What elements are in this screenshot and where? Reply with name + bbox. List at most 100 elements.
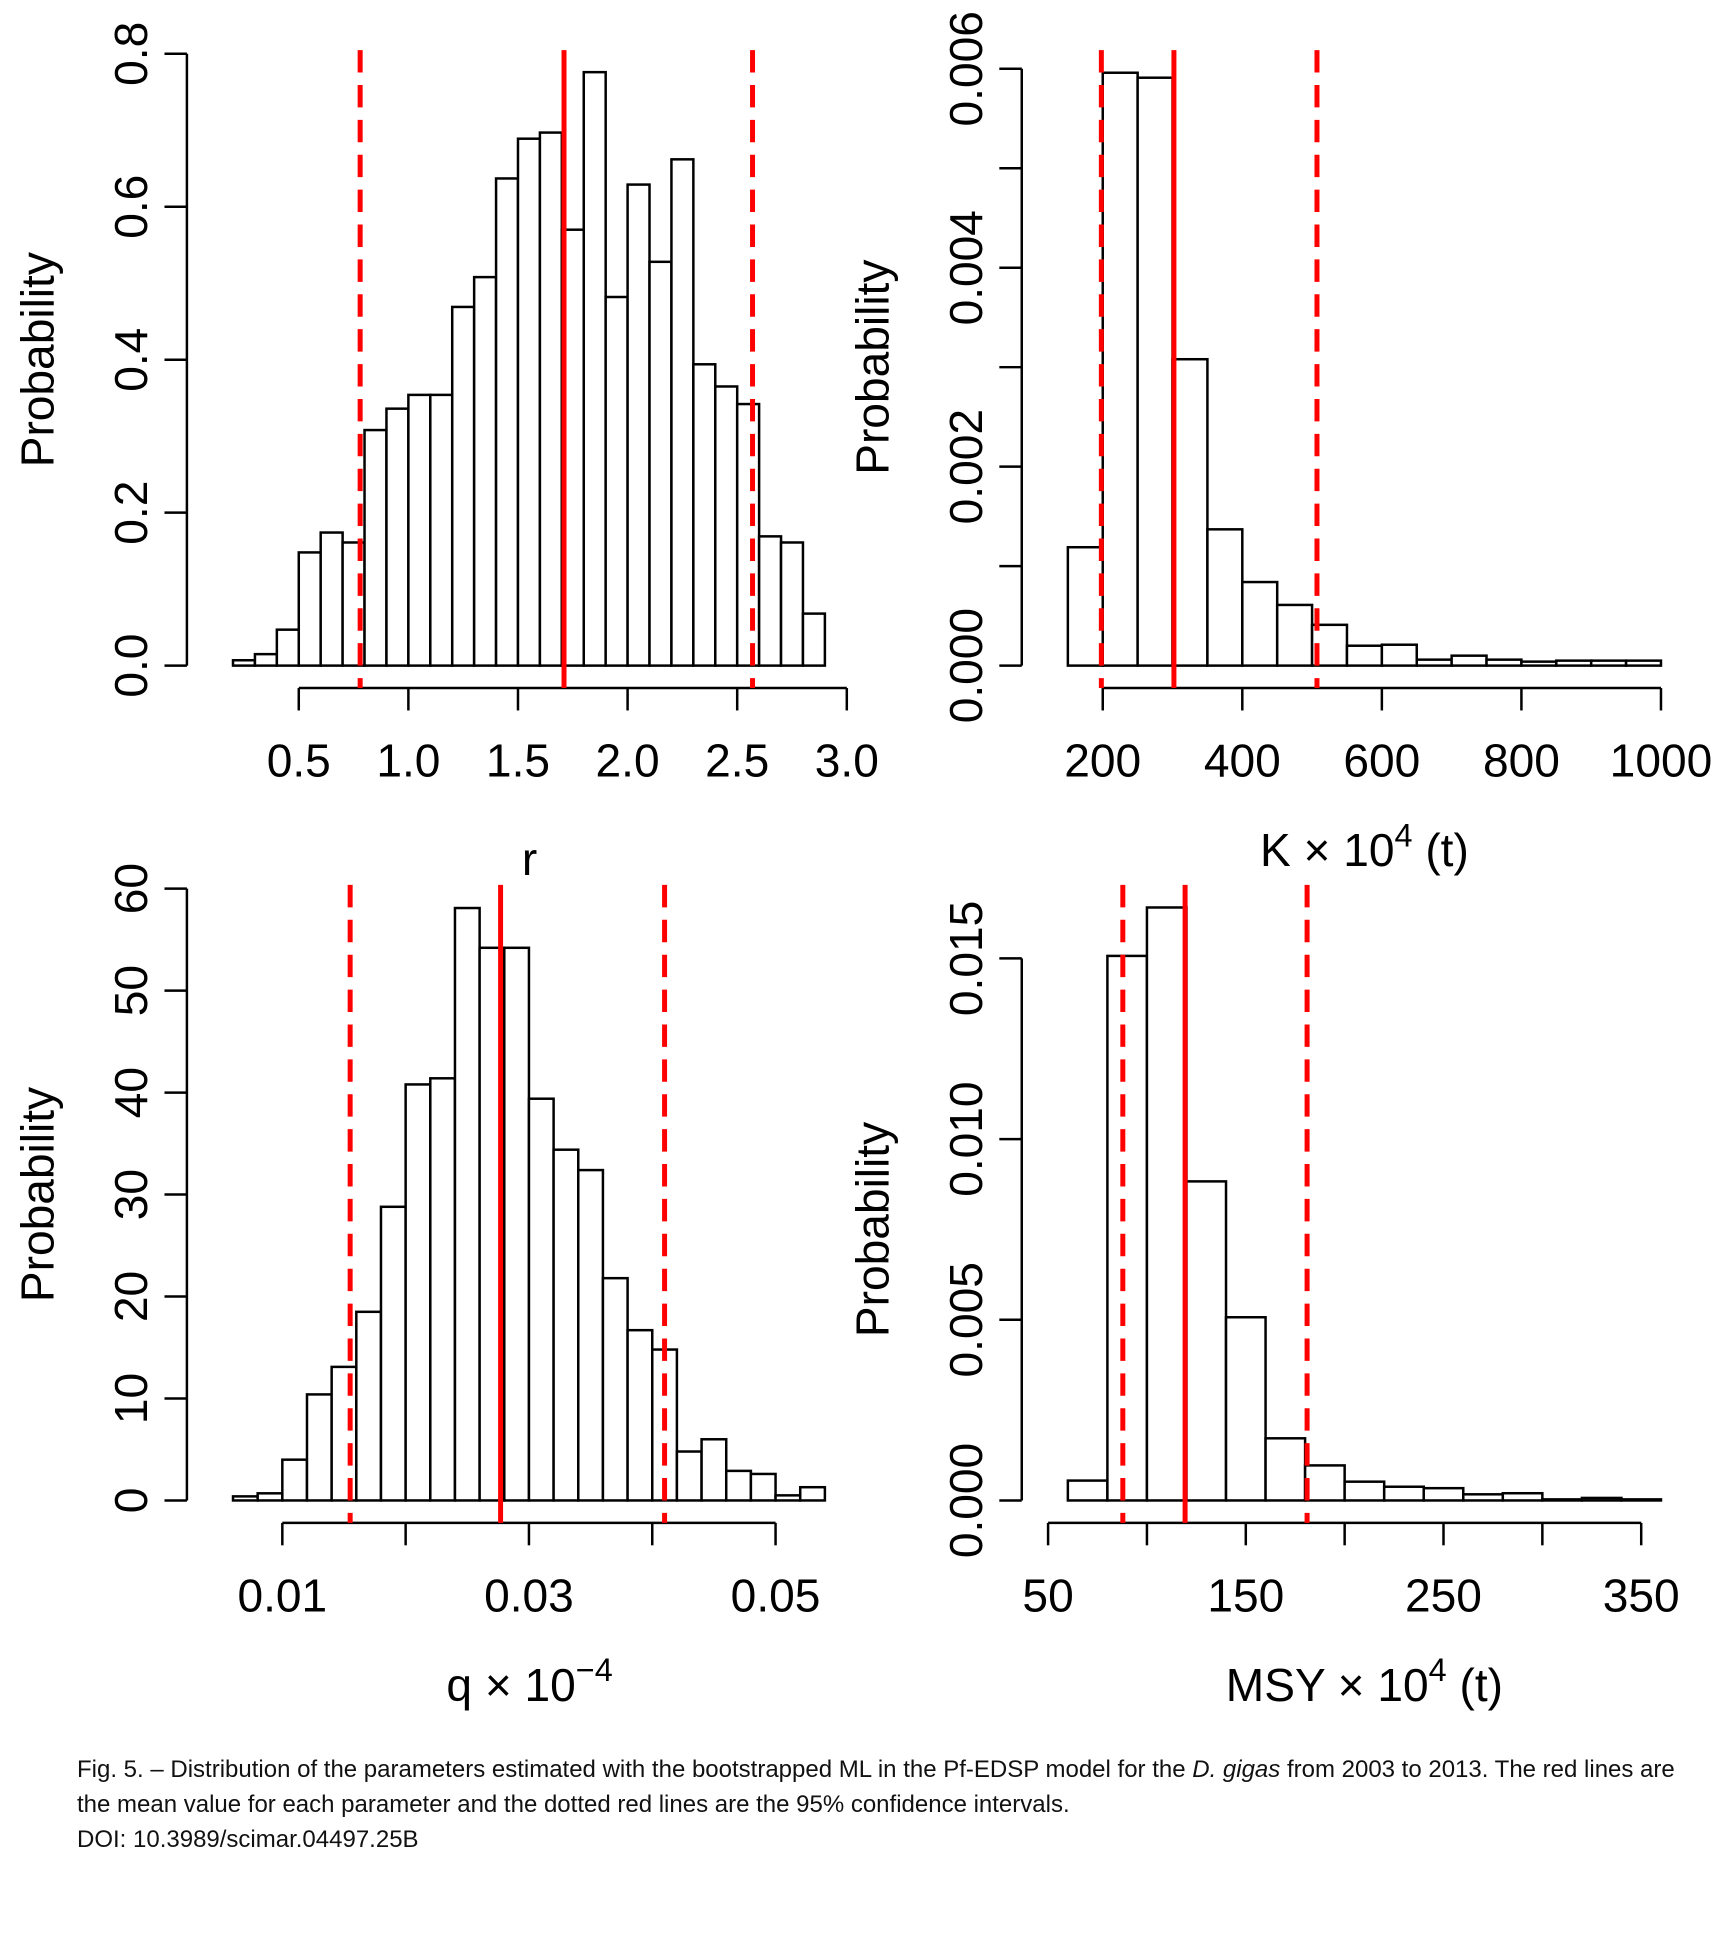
x-tick-label: 400: [1204, 735, 1281, 787]
y-tick-label: 0.002: [940, 409, 992, 524]
y-tick-label: 0.000: [940, 1443, 992, 1558]
bar: [472, 275, 498, 667]
bar: [1589, 659, 1628, 667]
bar: [601, 1276, 629, 1502]
bar: [1101, 71, 1139, 667]
y-tick-label: 0.006: [940, 11, 992, 126]
bar: [1541, 1498, 1584, 1502]
bar: [1422, 1486, 1465, 1502]
bar: [429, 393, 454, 667]
bar: [604, 295, 629, 667]
y-tick-label: 0.004: [940, 210, 992, 325]
x-axis-label: MSY × 104 (t): [1226, 1652, 1503, 1711]
bar: [297, 551, 322, 667]
bar: [1066, 1479, 1109, 1502]
x-axis-label-sup: −4: [576, 1652, 613, 1688]
bar: [1345, 644, 1384, 667]
x-axis-label-after: (t): [1447, 1659, 1503, 1711]
bar: [1206, 528, 1244, 667]
caption-species: D. gigas: [1192, 1756, 1281, 1783]
bar: [231, 659, 257, 667]
bar: [1106, 954, 1149, 1502]
y-tick-label: 30: [105, 1169, 157, 1220]
bar: [256, 1492, 284, 1502]
bar: [1343, 1480, 1386, 1502]
caption: Fig. 5. – Distribution of the parameters…: [77, 1752, 1677, 1857]
bar: [648, 260, 673, 667]
x-axis-label-text: q × 10: [446, 1659, 575, 1711]
bar: [305, 1393, 333, 1502]
bar: [552, 1148, 580, 1502]
y-tick-label: 40: [105, 1067, 157, 1118]
y-tick-label: 0.015: [940, 901, 992, 1016]
x-tick-label: 0.01: [237, 1569, 327, 1621]
bar: [582, 70, 607, 667]
bar: [1450, 654, 1488, 667]
bar: [355, 1310, 383, 1502]
y-tick-label: 0: [105, 1488, 157, 1514]
bar: [1620, 1498, 1663, 1502]
caption-text: from 2003 to 2013. The red lines are the…: [77, 1756, 1675, 1818]
bar: [757, 535, 783, 667]
x-tick-label: 800: [1483, 735, 1560, 787]
bar: [1462, 1493, 1505, 1502]
y-tick-label: 10: [105, 1373, 157, 1424]
bar: [692, 363, 717, 667]
bar: [774, 1494, 802, 1502]
bar: [626, 183, 651, 667]
bar: [429, 1077, 457, 1502]
x-tick-label: 50: [1022, 1569, 1073, 1621]
bar: [670, 158, 695, 667]
bar: [1382, 1485, 1425, 1502]
y-tick-label: 0.6: [105, 175, 157, 239]
x-tick-label: 0.03: [484, 1569, 574, 1621]
x-tick-label: 2.5: [705, 735, 769, 787]
doi: DOI: 10.3989/scimar.04497.25B: [77, 1826, 419, 1853]
bar: [385, 407, 410, 667]
y-tick-label: 60: [105, 863, 157, 914]
bar: [1145, 906, 1188, 1502]
x-tick-label: 0.5: [267, 735, 331, 787]
y-tick-label: 20: [105, 1271, 157, 1322]
bar: [407, 393, 432, 667]
y-tick-label: 0.0: [105, 634, 157, 698]
bar: [1171, 357, 1209, 667]
x-tick-label: 150: [1207, 1569, 1284, 1621]
y-tick-label: 0.000: [940, 608, 992, 723]
bar: [1303, 1464, 1346, 1502]
y-tick-label: 0.010: [940, 1081, 992, 1196]
y-tick-label: 0.2: [105, 481, 157, 545]
y-axis-label: Probability: [846, 1122, 898, 1337]
y-tick-label: 0.005: [940, 1262, 992, 1377]
caption-text: Fig. 5. – Distribution of the parameters…: [77, 1756, 1193, 1783]
bar: [1275, 603, 1314, 667]
bar: [675, 1450, 703, 1502]
x-tick-label: 1000: [1610, 735, 1713, 787]
bar: [379, 1205, 407, 1502]
bar: [1380, 643, 1418, 667]
x-axis-label: r: [522, 833, 537, 885]
x-tick-label: 200: [1064, 735, 1141, 787]
y-axis-label: Probability: [12, 252, 64, 467]
bar: [1136, 76, 1174, 667]
x-tick-label: 1.0: [376, 735, 440, 787]
y-tick-label: 0.4: [105, 328, 157, 392]
bar: [779, 541, 805, 667]
y-tick-label: 0.8: [105, 22, 157, 86]
bar: [281, 1458, 309, 1502]
y-axis-label: Probability: [12, 1087, 64, 1302]
bar: [275, 628, 301, 667]
bar: [494, 177, 520, 667]
bar: [1520, 660, 1558, 667]
bar: [1185, 1180, 1228, 1502]
x-axis-label-after: (t): [1413, 824, 1469, 876]
x-tick-label: 0.05: [731, 1569, 821, 1621]
bar: [714, 385, 739, 667]
y-tick-label: 50: [105, 965, 157, 1016]
bar: [798, 1485, 827, 1502]
bar: [1485, 658, 1523, 667]
x-tick-label: 1.5: [486, 735, 550, 787]
bar: [577, 1168, 605, 1502]
bar: [1624, 659, 1663, 667]
